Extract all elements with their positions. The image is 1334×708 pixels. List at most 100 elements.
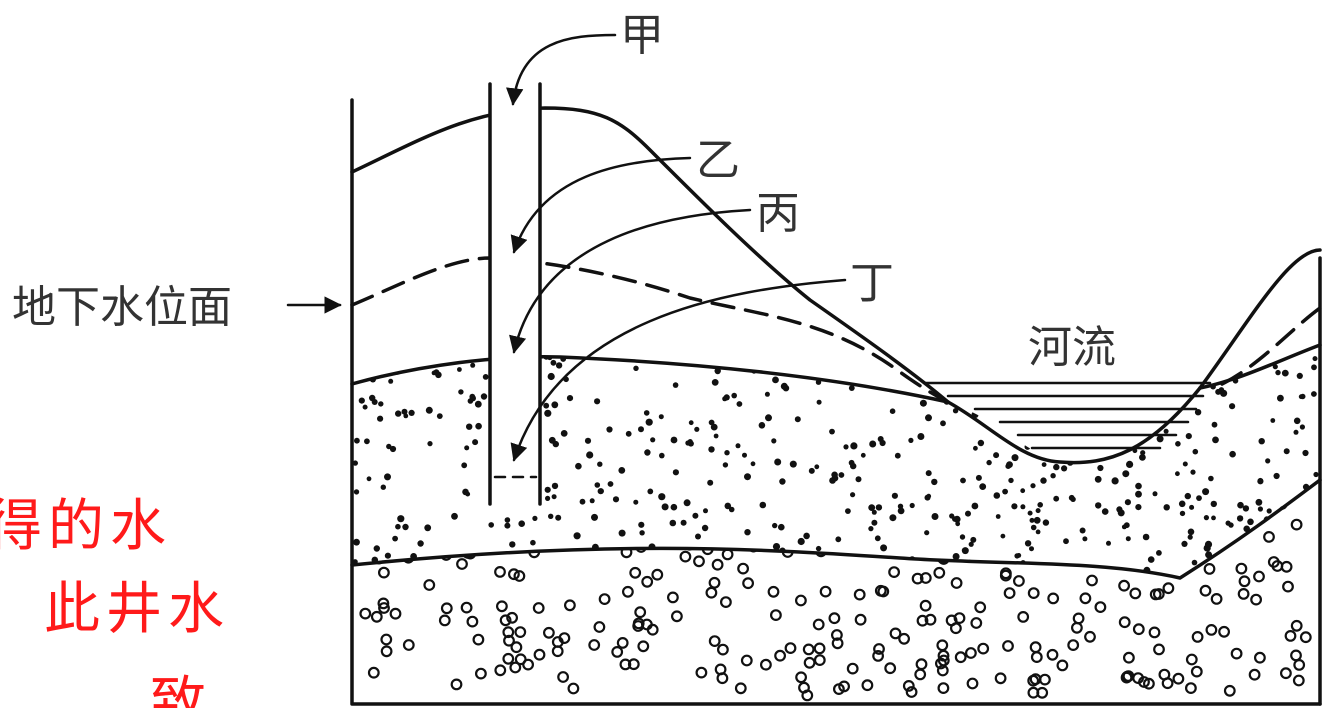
sand-dot (392, 535, 398, 542)
sand-dot (871, 519, 878, 526)
gravel-circle (831, 629, 843, 641)
gravel-circle (1290, 649, 1302, 662)
sand-dot (1296, 541, 1302, 547)
sand-dot (929, 370, 935, 376)
sand-dot (594, 482, 601, 488)
sand-dot (683, 567, 690, 574)
sand-dot (816, 399, 822, 405)
sand-dot (1204, 352, 1211, 360)
sand-dot (661, 503, 669, 511)
sand-dot (850, 492, 856, 498)
gravel-circle (1027, 674, 1040, 687)
gravel-circle (976, 524, 989, 536)
gravel-circle (359, 607, 372, 620)
sand-dot (606, 426, 613, 433)
sand-dot (408, 409, 415, 416)
sand-dot (658, 414, 664, 420)
sand-dot (1033, 399, 1040, 406)
gravel-circle (924, 613, 937, 626)
sand-dot (688, 420, 694, 426)
sand-dot (1095, 502, 1102, 509)
sand-dot (358, 397, 365, 404)
gravel-circle (742, 577, 754, 590)
sand-dot (1163, 373, 1169, 379)
sand-dot (364, 438, 370, 445)
label-jia: 甲 (620, 10, 664, 61)
sand-dot (1241, 347, 1247, 353)
sand-dot (1285, 550, 1293, 558)
gravel-circle (1169, 543, 1182, 556)
sand-dot (713, 433, 719, 439)
river-water-lines (923, 381, 1212, 450)
sand-dot (502, 560, 510, 568)
gravel-circle (380, 633, 393, 646)
sand-dot (1311, 391, 1317, 397)
sand-dot (680, 519, 687, 526)
sand-dot (1313, 471, 1319, 478)
gravel-circle (366, 518, 379, 530)
left-frame-line (350, 98, 1322, 706)
gravel-circle (978, 515, 990, 527)
gravel-circle (1138, 676, 1150, 688)
sand-dot (480, 393, 488, 400)
sand-dot (759, 501, 767, 509)
gravel-circle (1153, 643, 1165, 656)
gravel-circle (1184, 682, 1197, 694)
sand-dot (581, 567, 589, 575)
gravel-circle (583, 504, 596, 517)
gravel-circle (850, 523, 862, 536)
gravel-circle (472, 633, 485, 646)
gravel-circle (396, 530, 409, 543)
sand-dot (482, 374, 489, 380)
sand-dot (462, 488, 469, 496)
sand-dot (551, 494, 557, 500)
sand-dot (1283, 448, 1290, 455)
gravel-circle (846, 662, 859, 675)
sand-dot (1293, 417, 1301, 425)
sand-dot (464, 445, 470, 451)
sand-dot (823, 347, 831, 355)
sand-dot (1232, 378, 1239, 384)
gravel-circle (443, 527, 456, 539)
sand-dot (1131, 574, 1138, 578)
gravel-circle (513, 570, 526, 582)
gravel-circle (503, 507, 516, 519)
sand-dot (1312, 356, 1318, 362)
gravel-circle (1299, 631, 1312, 644)
gravel-circle (611, 646, 624, 658)
gravel-circle (716, 672, 729, 685)
sand-dot (1194, 409, 1202, 416)
sand-dot (953, 515, 961, 523)
gravel-circle (953, 612, 966, 624)
gravel-circle (1172, 672, 1185, 685)
sand-dot (1204, 540, 1213, 549)
sand-dot (1040, 477, 1047, 484)
gravel-circle (705, 586, 718, 599)
sand-dot (1265, 458, 1271, 464)
gravel-circle (911, 489, 924, 501)
sand-dot (1027, 510, 1033, 516)
sand-dot (1198, 373, 1205, 380)
sand-dot (1042, 519, 1050, 526)
sand-dot (433, 369, 440, 376)
sand-dot (1273, 472, 1280, 480)
sand-dot (780, 382, 788, 390)
sand-dot (1163, 410, 1170, 417)
gravel-circle (438, 614, 451, 627)
gravel-circle (1168, 492, 1181, 505)
sand-dot (1293, 429, 1299, 435)
sand-dot (424, 524, 432, 532)
gravel-circle (843, 533, 856, 546)
sand-dot (971, 502, 979, 510)
gravel-layer-top-line (350, 478, 1322, 580)
sand-dot (1145, 424, 1152, 431)
sand-dot (772, 543, 781, 551)
gravel-circle (551, 645, 564, 658)
sand-dot (993, 362, 1000, 369)
sand-dot (855, 476, 862, 483)
gravel-circle (557, 671, 569, 683)
sand-dot (518, 520, 525, 527)
gravel-circle (364, 514, 377, 527)
gravel-circle (1013, 575, 1025, 587)
gravel-circle (1267, 556, 1280, 568)
